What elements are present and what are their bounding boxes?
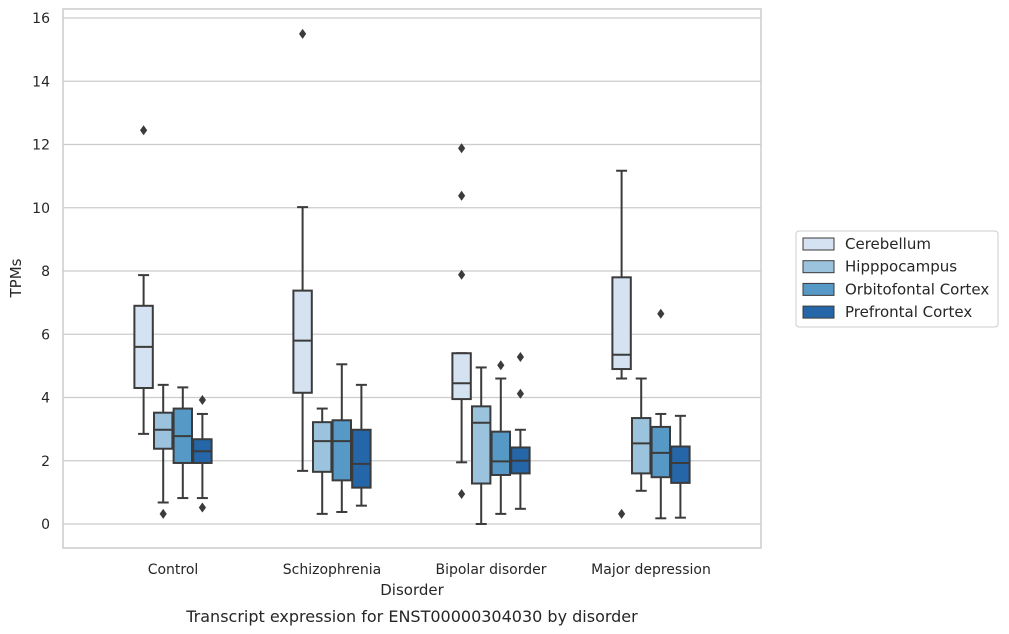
outlier-point (497, 360, 505, 371)
box (631, 377, 652, 492)
legend-item: Prefrontal Cortex (802, 303, 972, 321)
box (471, 366, 492, 525)
y-tick-label: 10 (32, 201, 50, 217)
y-tick-label: 12 (32, 138, 50, 154)
x-tick-label: Control (148, 562, 199, 578)
y-tick-label: 6 (41, 327, 50, 343)
box (351, 383, 372, 507)
box (670, 414, 691, 519)
chart-caption: Transcript expression for ENST0000030403… (185, 607, 638, 626)
y-tick-label: 8 (41, 264, 50, 280)
series-3 (192, 352, 691, 519)
outlier-point (140, 125, 148, 136)
x-tick-label: Schizophrenia (283, 562, 381, 578)
x-axis-ticks: Control Schizophrenia Bipolar disorder Majo… (148, 562, 711, 578)
legend-swatch (802, 282, 835, 296)
box-body (471, 405, 492, 485)
legend-item: Orbitofontal Cortex (802, 280, 989, 298)
legend-swatch (802, 305, 835, 319)
box-series (133, 28, 691, 525)
box (331, 363, 353, 513)
box (650, 308, 671, 520)
box (451, 143, 472, 499)
legend-swatch (802, 260, 835, 274)
legend-frame (795, 230, 999, 328)
outlier-point (516, 352, 524, 363)
legend-label: Orbitofontal Cortex (845, 280, 989, 298)
outlier-point (198, 502, 206, 513)
outlier-point (618, 508, 626, 519)
y-axis-title: TPMs (7, 258, 25, 298)
box-body (631, 417, 652, 475)
box (510, 352, 531, 510)
outlier-point (516, 388, 524, 399)
box (611, 169, 632, 519)
legend-label: Prefrontal Cortex (845, 303, 972, 321)
box (153, 383, 174, 519)
box (172, 386, 194, 500)
box (312, 407, 333, 515)
box (192, 395, 213, 513)
series-1 (153, 366, 652, 525)
y-tick-label: 16 (32, 11, 50, 27)
x-tick-label: Bipolar disorder (435, 562, 546, 578)
outlier-point (159, 508, 167, 519)
series-2 (172, 308, 671, 520)
legend: Cerebellum Hipppocampus Orbitofontal Corte… (795, 230, 999, 328)
outlier-point (299, 28, 307, 39)
box (292, 28, 313, 472)
legend-item: Hipppocampus (802, 258, 957, 276)
box-body (670, 445, 691, 484)
legend-label: Cerebellum (845, 235, 931, 253)
legend-label: Hipppocampus (845, 258, 957, 276)
y-tick-label: 4 (41, 391, 50, 407)
legend-item: Cerebellum (802, 235, 931, 253)
box-body (351, 428, 372, 489)
box-body (312, 421, 333, 473)
box-body (331, 419, 353, 482)
outlier-point (458, 488, 466, 499)
x-axis-title: Disorder (380, 581, 444, 599)
box (490, 360, 512, 515)
outlier-point (458, 269, 466, 280)
y-tick-label: 2 (41, 454, 50, 470)
x-tick-label: Major depression (591, 562, 711, 578)
box-body (292, 289, 313, 394)
outlier-point (198, 395, 206, 406)
outlier-point (458, 190, 466, 201)
box-body (490, 430, 512, 476)
box-body (451, 352, 472, 401)
series-0 (133, 28, 632, 519)
y-tick-label: 14 (32, 74, 50, 90)
legend-swatch (802, 237, 835, 251)
y-axis-ticks: 0 2 4 6 8 10 12 14 16 (32, 11, 50, 533)
box (133, 125, 154, 435)
outlier-point (458, 143, 466, 154)
y-tick-label: 0 (41, 517, 50, 533)
outlier-point (657, 308, 665, 319)
box-body (611, 276, 632, 371)
